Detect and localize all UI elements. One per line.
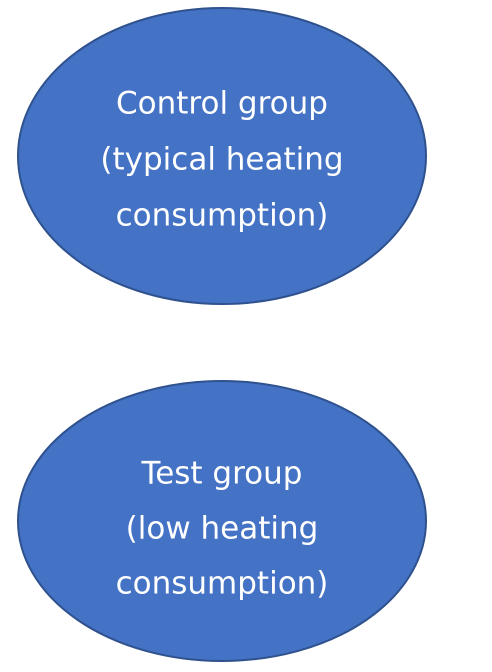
node-label: consumption) <box>116 198 329 234</box>
node-label: (typical heating <box>100 142 343 178</box>
node-label: Test group <box>141 456 303 492</box>
node-ellipse <box>17 380 427 662</box>
node-label: Control group <box>116 86 328 122</box>
node-label: consumption) <box>116 566 329 602</box>
node-ellipse <box>17 7 427 305</box>
node-label: (low heating <box>126 511 319 547</box>
